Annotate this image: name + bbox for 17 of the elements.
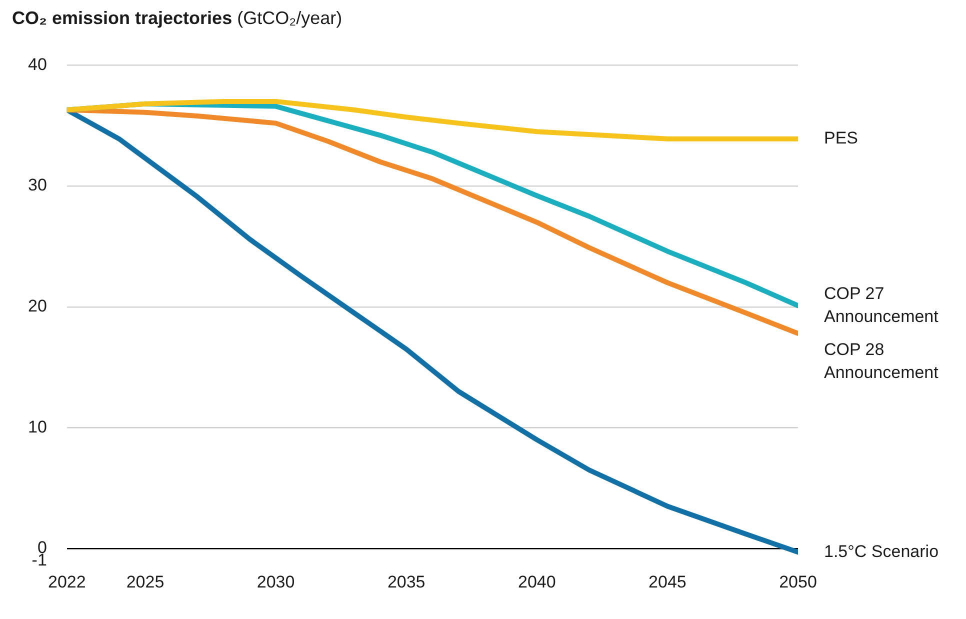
chart-subtitle: (GtCO₂/year): [237, 8, 342, 28]
y-tick-label: 40: [28, 54, 47, 74]
series-label: 1.5°C Scenario: [824, 542, 939, 561]
y-tick-label: 20: [28, 296, 47, 316]
x-tick-label: 2035: [387, 572, 426, 592]
x-tick-label: 2045: [648, 572, 686, 592]
series-label: PES: [824, 128, 858, 148]
series-label: COP 27 Announcement: [824, 284, 939, 326]
y-tick-label: 30: [28, 176, 47, 195]
series-label: COP 28 Announcement: [824, 340, 939, 382]
x-tick-label: 2050: [779, 572, 817, 592]
x-tick-label: 2022: [48, 572, 86, 592]
y-tick-label: 10: [28, 417, 47, 436]
x-tick-label: 2040: [518, 572, 556, 592]
x-tick-label: 2025: [126, 572, 164, 592]
x-tick-label: 2030: [256, 572, 295, 592]
chart-title: CO₂ emission trajectories: [12, 8, 232, 28]
